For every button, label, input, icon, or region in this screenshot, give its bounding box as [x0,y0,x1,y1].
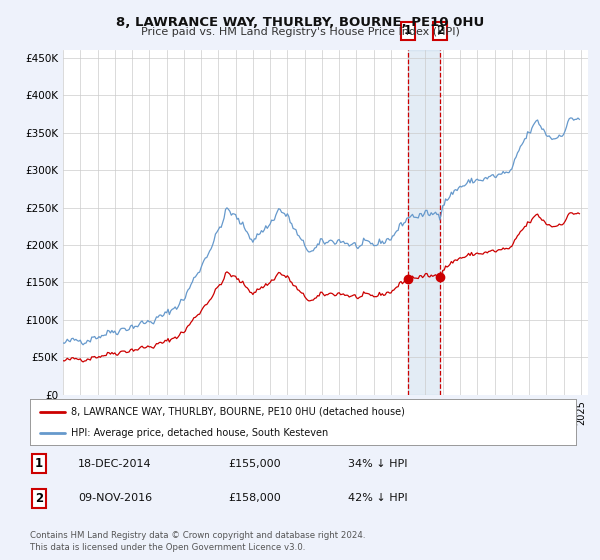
Text: 8, LAWRANCE WAY, THURLBY, BOURNE, PE10 0HU (detached house): 8, LAWRANCE WAY, THURLBY, BOURNE, PE10 0… [71,407,405,417]
Text: Price paid vs. HM Land Registry's House Price Index (HPI): Price paid vs. HM Land Registry's House … [140,27,460,37]
Text: £158,000: £158,000 [228,493,281,503]
Text: 2: 2 [35,492,43,505]
Text: 18-DEC-2014: 18-DEC-2014 [78,459,152,469]
Text: 8, LAWRANCE WAY, THURLBY, BOURNE, PE10 0HU: 8, LAWRANCE WAY, THURLBY, BOURNE, PE10 0… [116,16,484,29]
Text: 34% ↓ HPI: 34% ↓ HPI [348,459,407,469]
Text: 09-NOV-2016: 09-NOV-2016 [78,493,152,503]
Text: This data is licensed under the Open Government Licence v3.0.: This data is licensed under the Open Gov… [30,543,305,552]
Text: £155,000: £155,000 [228,459,281,469]
Text: Contains HM Land Registry data © Crown copyright and database right 2024.: Contains HM Land Registry data © Crown c… [30,531,365,540]
Text: 42% ↓ HPI: 42% ↓ HPI [348,493,407,503]
Text: 1: 1 [404,25,412,38]
Text: HPI: Average price, detached house, South Kesteven: HPI: Average price, detached house, Sout… [71,428,328,438]
Bar [407,50,440,395]
Text: 1: 1 [35,457,43,470]
Text: 2: 2 [436,25,445,38]
